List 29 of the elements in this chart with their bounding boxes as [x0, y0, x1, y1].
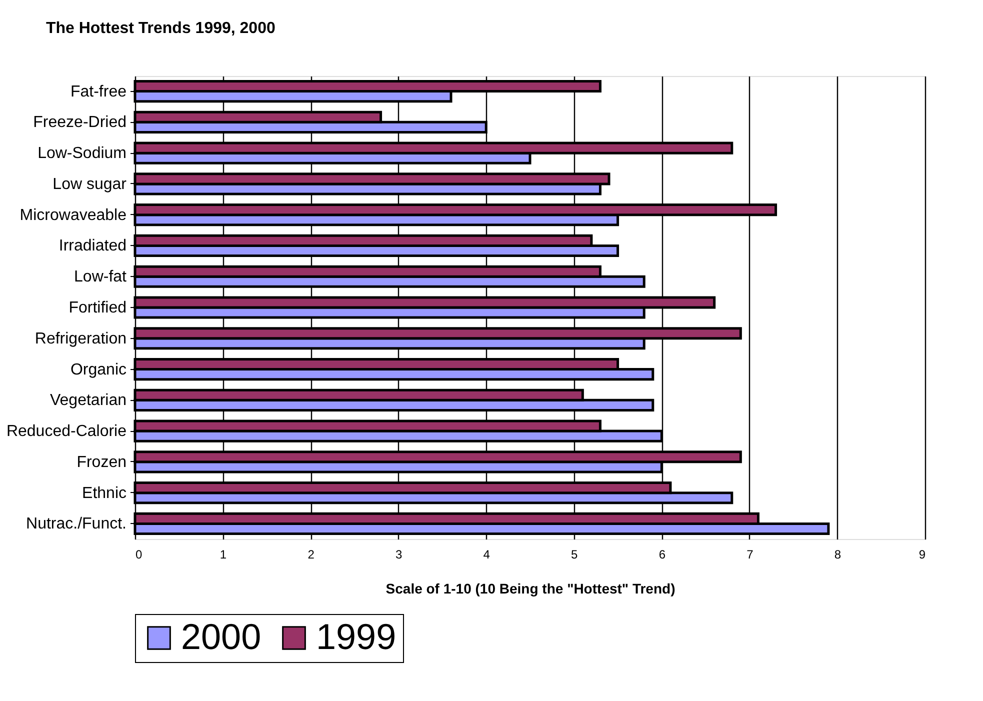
legend-label: 1999	[316, 616, 396, 657]
y-tick-label: Frozen	[76, 454, 126, 471]
y-tick-label: Fortified	[68, 300, 126, 316]
y-tick-label: Organic	[70, 361, 126, 378]
y-tick-label: Low-Sodium	[38, 145, 126, 162]
x-tick-label: 7	[746, 548, 754, 562]
y-tick-label: Vegetarian	[50, 392, 126, 410]
x-tick-label: 1	[220, 548, 227, 562]
y-tick-label: Nutrac./Funct.	[26, 516, 126, 533]
y-tick-label: Refrigeration	[34, 330, 126, 348]
y-tick-label: Low sugar	[52, 176, 128, 193]
x-tick-label: 5	[571, 548, 578, 562]
y-tick-label: Fat-free	[70, 83, 127, 100]
x-tick-label: 2	[308, 548, 315, 562]
x-tick-label: 9	[918, 548, 926, 562]
y-tick-label: Reduced-Calorie	[6, 423, 127, 440]
y-tick-label: Low-fat	[74, 268, 128, 286]
x-tick-label: 6	[658, 548, 666, 562]
x-tick-label: 3	[395, 548, 402, 562]
legend-label: 2000	[181, 616, 262, 657]
x-axis-title: Scale of 1-10 (10 Being the "Hottest" Trend)	[386, 580, 676, 596]
chart-title: The Hottest Trends 1999, 2000	[46, 20, 276, 37]
y-tick-label: Freeze-Dried	[33, 114, 126, 132]
x-tick-label: 0	[136, 548, 142, 562]
x-tick-label: 8	[834, 548, 842, 562]
y-tick-label: Ethnic	[82, 484, 126, 502]
y-tick-label: Microwaveable	[20, 206, 127, 224]
y-tick-label: Irradiated	[58, 238, 126, 255]
x-tick-label: 4	[483, 548, 490, 562]
